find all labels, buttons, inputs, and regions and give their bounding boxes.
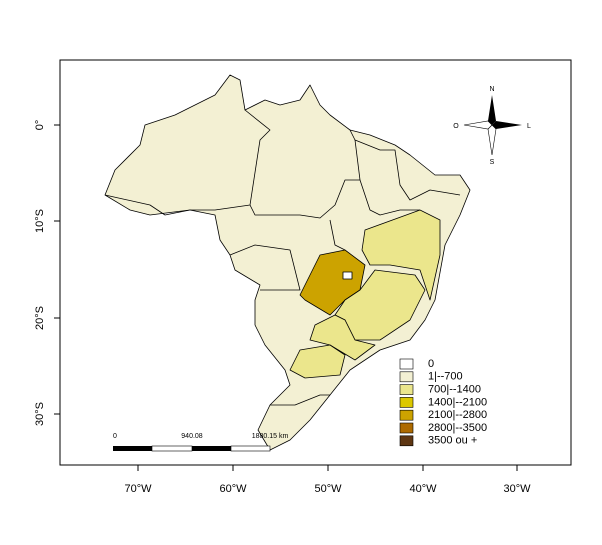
legend-label: 0	[428, 358, 434, 370]
compass-label: N	[489, 86, 494, 93]
legend-swatch	[399, 384, 414, 395]
plot-frame	[59, 59, 572, 466]
state-border	[104, 109, 271, 216]
compass-arrow	[463, 120, 493, 130]
state-minas	[334, 269, 426, 341]
x-tick-label: 70°W	[124, 483, 152, 495]
legend-swatch	[399, 358, 414, 370]
state-border	[249, 129, 361, 219]
legend-label: 700|--1400	[428, 384, 481, 396]
y-tick-label: 20°S	[34, 306, 46, 330]
state-bahia	[361, 209, 441, 301]
compass: N S O L	[453, 86, 531, 166]
scale-label: 0	[113, 433, 117, 440]
legend-label: 3500 ou +	[428, 435, 477, 447]
x-tick-label: 30°W	[503, 483, 531, 495]
compass-label: O	[453, 123, 459, 130]
compass-arrow	[492, 121, 522, 129]
x-tick-label: 60°W	[219, 483, 247, 495]
state-df	[342, 271, 353, 280]
scale-segment	[113, 446, 152, 451]
compass-label: L	[527, 123, 531, 130]
x-tick-label: 50°W	[314, 483, 342, 495]
legend-label: 1|--700	[428, 371, 463, 383]
scale-segment	[151, 445, 193, 452]
y-tick-label: 30°S	[34, 402, 46, 426]
y-tick-label: 0°	[34, 120, 46, 131]
scale-bar	[113, 445, 271, 452]
compass-arrow	[487, 124, 497, 156]
state-border	[329, 219, 346, 251]
state-sao-paulo	[309, 314, 376, 361]
state-border	[354, 139, 461, 201]
scale-label: 1880.15 km	[252, 433, 289, 440]
scale-segment	[230, 445, 271, 452]
legend-label: 2800|--3500	[428, 422, 487, 434]
legend-swatch	[399, 422, 414, 434]
x-tick-label: 40°W	[409, 483, 437, 495]
legend-swatch	[399, 397, 414, 408]
state-parana	[289, 344, 346, 379]
state-border	[270, 394, 330, 406]
legend-swatch	[399, 409, 414, 421]
scale-label: 940.08	[181, 433, 203, 440]
legend-label: 1400|--2100	[428, 396, 487, 408]
scale-segment	[192, 446, 231, 451]
legend-swatch	[399, 371, 414, 383]
compass-label: S	[490, 159, 495, 166]
y-tick-label: 10°S	[34, 209, 46, 233]
compass-arrow	[488, 95, 496, 125]
state-border	[359, 179, 420, 216]
legend-swatch	[399, 435, 414, 447]
legend-label: 2100|--2800	[428, 409, 487, 421]
states	[104, 74, 471, 451]
state-border	[229, 244, 301, 291]
